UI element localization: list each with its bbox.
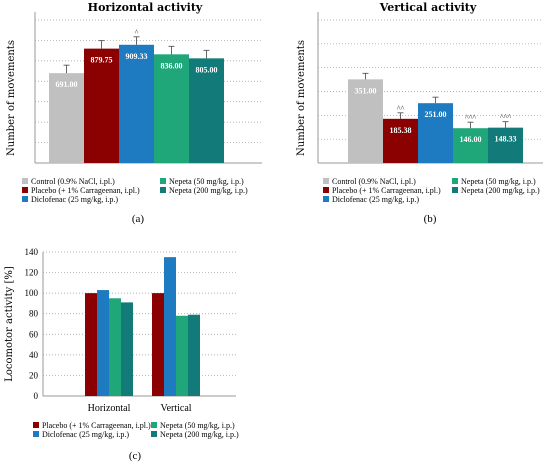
b-legend-label-placebo: Placebo (+ 1% Carrageenan, i.pl.) [332,186,441,195]
a-legend-label-placebo: Placebo (+ 1% Carrageenan, i.pl.) [31,186,140,195]
panel-c-yticks: 0 20 40 60 80 100 120 140 [25,247,39,401]
c-ytick-label: 0 [34,391,39,401]
a-legend-label-nepeta200: Nepeta (200 mg/kg, i.p.) [169,186,248,195]
b-legend-swatch-control [323,178,329,184]
panel-b-legend: Control (0.9% NaCl, i.pl.)Placebo (+ 1% … [323,177,540,204]
c-legend-label-nepeta200: Nepeta (200 mg/kg, i.p.) [160,430,239,439]
c-bar-placebo-vertical [152,293,164,396]
b-legend-swatch-nepeta50 [452,178,458,184]
c-ytick-label: 80 [29,309,39,319]
c-bar-nepeta200-horizontal [121,302,133,396]
panel-b: Vertical activity Number of movements 35… [296,1,543,225]
c-legend-label-diclofenac: Diclofenac (25 mg/kg, i.p.) [42,430,129,439]
c-ytick-label: 20 [29,370,39,380]
c-ytick-label: 100 [25,288,39,298]
c-bar-placebo-horizontal [85,293,97,396]
a-bar-placebo [84,48,119,163]
a-significance-diclofenac: ^ [135,28,139,37]
panel-b-caption: (b) [424,213,437,225]
c-legend-swatch-placebo [33,422,39,428]
panel-a-ylabel: Number of movements [6,40,17,156]
c-category-label: Horizontal [88,403,131,414]
b-value-label-control: 351.00 [355,86,377,95]
a-value-label-placebo: 879.75 [91,56,113,65]
panel-a: Horizontal activity Number of movements … [6,1,262,225]
a-value-label-nepeta50: 836.00 [161,61,183,70]
b-value-label-nepeta50: 146.00 [460,135,482,144]
a-legend-label-nepeta50: Nepeta (50 mg/kg, i.p.) [169,177,244,186]
b-value-label-placebo: 185.38 [390,126,412,135]
panel-b-title: Vertical activity [379,1,477,14]
panel-b-ylabel: Number of movements [296,40,307,156]
b-legend-label-control: Control (0.9% NaCl, i.pl.) [332,177,416,186]
panel-c-caption: (c) [129,450,142,462]
a-value-label-nepeta200: 805.00 [196,65,218,74]
c-category-label: Vertical [160,403,191,414]
panel-c-grid [43,251,236,376]
a-legend-swatch-nepeta50 [160,178,166,184]
b-legend-swatch-nepeta200 [452,187,458,193]
c-legend-label-nepeta50: Nepeta (50 mg/kg, i.p.) [160,421,235,430]
b-legend-label-diclofenac: Diclofenac (25 mg/kg, i.p.) [332,195,419,204]
panel-a-title: Horizontal activity [88,1,203,14]
a-legend-label-control: Control (0.9% NaCl, i.pl.) [31,177,115,186]
panel-c-bars [85,257,200,396]
b-value-label-diclofenac: 251.00 [425,110,447,119]
panel-c: Locomotor activity [%] 0 20 40 60 80 100 120 14… [4,247,239,462]
c-bar-diclofenac-vertical [164,257,176,396]
b-legend-label-nepeta200: Nepeta (200 mg/kg, i.p.) [461,186,540,195]
c-bar-nepeta200-vertical [188,314,200,396]
panel-a-legend: Control (0.9% NaCl, i.pl.)Placebo (+ 1% … [22,177,248,204]
panel-b-bars: 351.00 185.38 ^^ 251.00 146.00 ^^^ 148.33 ^^^ [348,72,523,163]
b-legend-label-nepeta50: Nepeta (50 mg/kg, i.p.) [461,177,536,186]
a-value-label-diclofenac: 909.33 [126,52,148,61]
panel-c-ylabel: Locomotor activity [%] [4,266,15,382]
b-legend-swatch-placebo [323,187,329,193]
a-bar-nepeta200 [189,58,224,163]
c-legend-label-placebo: Placebo (+ 1% Carrageenan, i.pl.) [42,421,151,430]
b-significance-nepeta50: ^^^ [465,113,477,122]
a-legend-label-diclofenac: Diclofenac (25 mg/kg, i.p.) [31,195,118,204]
c-legend-swatch-diclofenac [33,431,39,437]
c-ytick-label: 140 [25,247,39,257]
b-bar-placebo [383,118,418,163]
b-bar-nepeta200 [488,127,523,163]
c-legend-swatch-nepeta50 [151,422,157,428]
c-ytick-label: 40 [29,350,39,360]
c-ytick-label: 120 [25,268,39,278]
c-bar-nepeta50-vertical [176,315,188,396]
b-legend-swatch-diclofenac [323,196,329,202]
a-bar-nepeta50 [154,54,189,163]
b-bar-diclofenac [418,103,453,163]
c-bar-nepeta50-horizontal [109,298,121,396]
b-value-label-nepeta200: 148.33 [495,135,517,144]
b-bar-control [348,79,383,163]
a-bar-diclofenac [119,44,154,163]
b-bar-nepeta50 [453,128,488,163]
b-significance-nepeta200: ^^^ [500,113,512,122]
b-significance-placebo: ^^ [397,104,405,113]
panel-c-categories: Horizontal Vertical [88,403,192,414]
c-legend-swatch-nepeta200 [151,431,157,437]
panel-c-legend: Placebo (+ 1% Carrageenan, i.pl.)Diclofe… [33,421,239,439]
a-bar-control [49,73,84,163]
panel-a-bars: 691.00 879.75 909.33 ^ 836.00 805.00 [49,28,224,163]
panel-a-caption: (a) [132,213,145,225]
a-legend-swatch-control [22,178,28,184]
panel-a-grid [35,19,262,143]
c-ytick-label: 60 [29,329,39,339]
c-bar-diclofenac-horizontal [97,290,109,396]
a-value-label-control: 691.00 [56,80,78,89]
a-legend-swatch-placebo [22,187,28,193]
a-legend-swatch-nepeta200 [160,187,166,193]
a-legend-swatch-diclofenac [22,196,28,202]
